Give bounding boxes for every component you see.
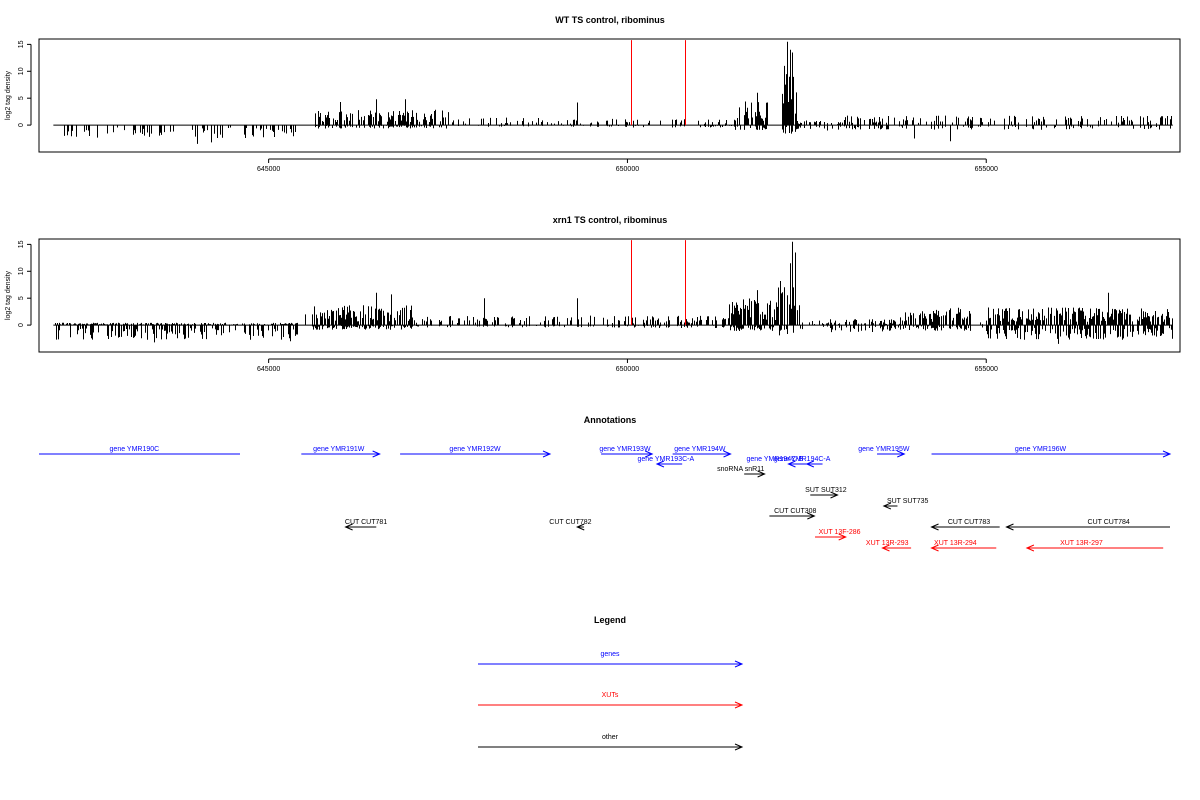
y-axis-label: log2 tag density — [5, 70, 12, 120]
y-tick-label: 5 — [18, 96, 25, 100]
feature-label: gene YMR194C-B — [746, 456, 803, 463]
feature-label: gene YMR192W — [449, 446, 501, 453]
annotation-feature: gene YMR194W — [672, 446, 732, 458]
arrow-head — [787, 460, 796, 468]
y-tick-label: 10 — [18, 267, 25, 275]
feature-label: XUT 13R-297 — [1060, 540, 1103, 547]
y-tick-label: 5 — [18, 296, 25, 300]
annotation-feature: gene YMR194C-B — [746, 456, 809, 468]
arrow-head — [1025, 544, 1035, 552]
plot-frame — [38, 238, 1181, 353]
arrow-head — [542, 450, 552, 458]
feature-label: CUT CUT308 — [774, 508, 816, 515]
y-tick-label: 10 — [18, 67, 25, 75]
x-tick-label: 655000 — [975, 166, 998, 173]
y-tick-label: 15 — [18, 40, 25, 48]
arrow-head — [897, 450, 906, 458]
feature-label: gene YMR195W — [858, 446, 910, 453]
legend-item: other — [478, 734, 744, 751]
annotation-feature: CUT CUT308 — [769, 508, 817, 520]
arrow-head — [757, 470, 766, 478]
y-tick-label: 0 — [18, 323, 25, 327]
feature-label: CUT CUT781 — [345, 519, 387, 526]
legend-item: genes — [478, 651, 744, 668]
annotation-feature: CUT CUT781 — [344, 519, 387, 531]
legend-item: XUTs — [478, 692, 744, 709]
annotation-feature: CUT CUT783 — [930, 519, 1000, 531]
feature-label: snoRNA snR11 — [717, 466, 764, 473]
arrow-head — [344, 523, 353, 531]
feature-label: XUT 13F-286 — [819, 529, 861, 536]
feature-label: gene YMR193C-A — [637, 456, 694, 463]
arrow-head — [723, 450, 732, 458]
legend-label: XUTs — [602, 692, 619, 699]
feature-label: gene YMR196W — [1015, 446, 1067, 453]
plot-frame — [38, 38, 1181, 153]
annotations-title: Annotations — [584, 415, 637, 425]
panel-1: 0 5 10 15 log2 tag density 645000 650000 655000 — [5, 38, 1181, 173]
legend-label: other — [602, 734, 619, 741]
feature-label: CUT CUT782 — [549, 519, 591, 526]
arrow-head — [372, 450, 381, 458]
bars — [64, 41, 1172, 144]
feature-label: SUT SUT735 — [887, 498, 929, 505]
feature-label: gene YMR193W — [599, 446, 651, 453]
arrow-head — [1005, 523, 1014, 531]
y-axis-label: log2 tag density — [5, 270, 12, 320]
legend-label: genes — [600, 651, 620, 658]
x-tick-label: 645000 — [257, 166, 280, 173]
arrow-head — [575, 523, 585, 531]
annotation-feature: gene YMR196W — [931, 446, 1172, 458]
annotation-feature: gene YMR193W — [599, 446, 654, 458]
arrow-head — [734, 701, 744, 709]
feature-label: XUT 13R-294 — [934, 540, 977, 547]
x-tick-label: 655000 — [975, 366, 998, 373]
annotation-feature: gene YMR195W — [858, 446, 910, 458]
panel1-title: WT TS control, ribominus — [555, 15, 665, 25]
arrow-head — [930, 544, 939, 552]
annotation-feature: XUT 13R-294 — [930, 540, 997, 552]
annotation-feature: snoRNA snR11 — [717, 466, 766, 478]
x-tick-label: 645000 — [257, 366, 280, 373]
arrow-head — [881, 544, 890, 552]
feature-label: CUT CUT784 — [1088, 519, 1130, 526]
feature-label: gene YMR190C — [110, 446, 160, 453]
arrow-head — [734, 743, 744, 751]
annotation-feature: CUT CUT782 — [549, 519, 592, 531]
feature-label: gene YMR194C-A — [774, 456, 831, 463]
arrow-head — [644, 450, 654, 458]
annotation-feature: XUT 13F-286 — [815, 529, 861, 541]
annotation-feature: gene YMR191W — [301, 446, 381, 458]
arrow-head — [930, 523, 939, 531]
annotation-feature: gene YMR192W — [400, 446, 552, 458]
x-tick-label: 650000 — [616, 166, 639, 173]
annotation-feature: SUT SUT312 — [805, 487, 847, 499]
legend-title: Legend — [594, 615, 626, 625]
feature-label: gene YMR194W — [674, 446, 726, 453]
x-tick-label: 650000 — [616, 366, 639, 373]
panel2-title: xrn1 TS control, ribominus — [553, 215, 668, 225]
arrow-head — [807, 512, 816, 520]
annotation-feature: CUT CUT784 — [1005, 519, 1170, 531]
feature-label: SUT SUT312 — [805, 487, 847, 494]
y-tick-label: 15 — [18, 240, 25, 248]
feature-label: CUT CUT783 — [948, 519, 990, 526]
arrow-head — [655, 460, 665, 468]
bars — [55, 241, 1173, 344]
arrow-head — [1162, 450, 1172, 458]
feature-label: XUT 13R-293 — [866, 540, 909, 547]
y-tick-label: 0 — [18, 123, 25, 127]
annotation-feature: XUT 13R-293 — [866, 540, 912, 552]
feature-label: gene YMR191W — [313, 446, 365, 453]
annotation-feature: SUT SUT735 — [882, 498, 929, 510]
arrow-head — [882, 502, 892, 510]
annotation-feature: XUT 13R-297 — [1025, 540, 1164, 552]
arrow-head — [830, 491, 839, 499]
arrow-head — [734, 660, 744, 668]
arrow-head — [838, 533, 847, 541]
annotation-feature: gene YMR193C-A — [637, 456, 694, 468]
annotation-feature: gene YMR190C — [39, 446, 240, 455]
panel-2: 0 5 10 15 log2 tag density 645000 650000 655000 — [5, 238, 1181, 373]
